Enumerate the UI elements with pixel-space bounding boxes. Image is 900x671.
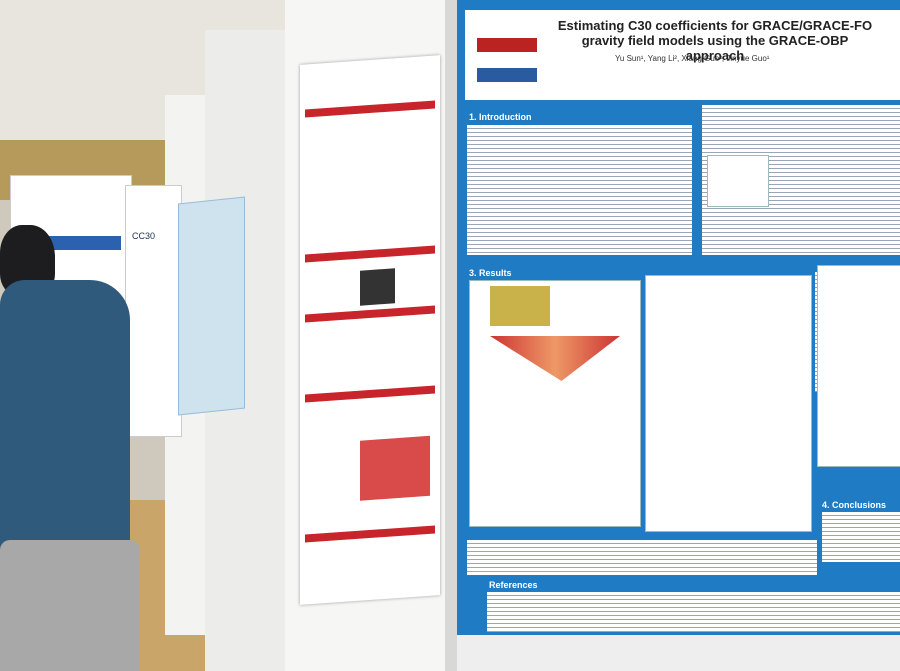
text-block xyxy=(822,512,900,562)
logo xyxy=(477,38,537,52)
person-pants xyxy=(0,540,140,671)
banner xyxy=(305,100,435,118)
text-block xyxy=(487,592,900,632)
figure xyxy=(645,275,812,532)
wall-bottom xyxy=(457,635,900,671)
poster-authors: Yu Sun¹, Yang Li², Xiang Guo³, Jinyue Gu… xyxy=(615,54,770,63)
logo xyxy=(477,68,537,82)
poster-middle xyxy=(300,55,440,605)
figure xyxy=(469,280,641,527)
map xyxy=(490,286,550,326)
banner xyxy=(305,385,435,403)
section-heading: 1. Introduction xyxy=(469,112,532,122)
poster-blue xyxy=(178,196,245,416)
banner xyxy=(305,305,435,323)
banner xyxy=(305,245,435,263)
banner xyxy=(305,525,435,543)
section-heading: 3. Results xyxy=(469,268,512,278)
section-heading: References xyxy=(489,580,538,590)
section-heading: 2. Method xyxy=(702,92,744,102)
wall-edge xyxy=(445,0,457,671)
figure xyxy=(360,268,395,306)
equation xyxy=(707,155,769,207)
figure xyxy=(360,435,430,501)
title-block: Estimating C30 coefficients for GRACE/GR… xyxy=(465,10,900,100)
poster-title: Estimating C30 coefficients for GRACE/GR… xyxy=(557,18,873,63)
section-heading: 4. Conclusions xyxy=(822,500,887,510)
text-block xyxy=(467,125,692,255)
figure xyxy=(817,265,900,467)
text-block xyxy=(467,540,817,575)
heatmap xyxy=(490,336,620,381)
person-jacket xyxy=(0,280,130,570)
poster-side: CC30 xyxy=(125,185,182,437)
poster-label: CC30 xyxy=(132,231,156,241)
poster-main: Estimating C30 coefficients for GRACE/GR… xyxy=(457,0,900,635)
